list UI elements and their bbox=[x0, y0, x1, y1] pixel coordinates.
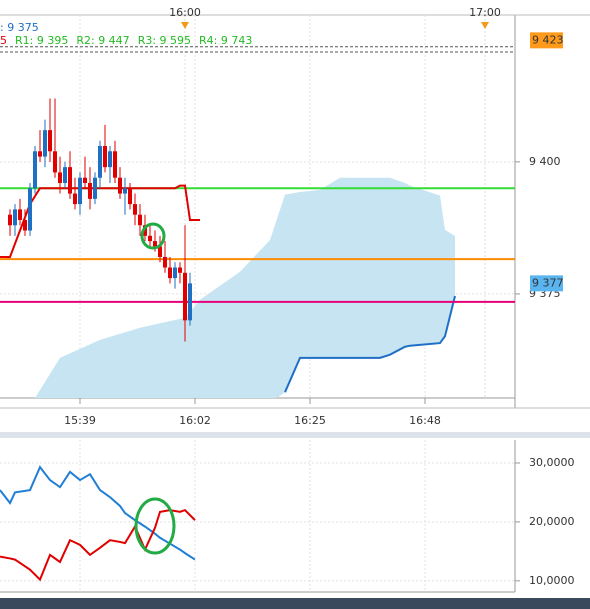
price-tag-label: 9 423 bbox=[532, 33, 564, 46]
header-text: R3: 9 595 bbox=[138, 34, 191, 47]
candle-body bbox=[73, 193, 77, 205]
candle-body bbox=[43, 130, 47, 157]
cloud-line bbox=[284, 295, 456, 393]
x-tick-label: 16:25 bbox=[294, 414, 326, 427]
candle-body bbox=[63, 167, 67, 183]
candle-body bbox=[98, 146, 102, 178]
candle-body bbox=[103, 146, 107, 168]
candle-body bbox=[58, 172, 62, 183]
x-tick-label: 16:48 bbox=[409, 414, 441, 427]
top-time-label: 17:00 bbox=[469, 6, 501, 19]
candle-body bbox=[28, 188, 32, 231]
candle-body bbox=[13, 209, 17, 226]
candle-body bbox=[93, 177, 97, 199]
header-text: : 9 375 bbox=[0, 21, 39, 34]
y-tick-label: 30,0000 bbox=[529, 456, 575, 469]
candle-body bbox=[188, 283, 192, 321]
indicator-line bbox=[0, 184, 200, 258]
price-tag-label: 9 377 bbox=[532, 276, 564, 289]
annotation-circle bbox=[134, 497, 176, 555]
candle-body bbox=[128, 188, 132, 205]
indicator-line bbox=[0, 465, 196, 561]
panel-separator bbox=[0, 432, 590, 438]
header-text: 5 bbox=[0, 34, 7, 47]
time-marker bbox=[481, 22, 489, 29]
candle-body bbox=[148, 235, 152, 242]
y-tick-label: 10,0000 bbox=[529, 574, 575, 587]
candle-body bbox=[23, 219, 27, 231]
x-tick-label: 16:02 bbox=[179, 414, 211, 427]
taskbar bbox=[0, 598, 590, 609]
candle-body bbox=[8, 214, 12, 226]
cloud bbox=[35, 177, 455, 398]
candle-body bbox=[158, 246, 162, 257]
candle-body bbox=[68, 167, 72, 194]
candle-body bbox=[123, 188, 127, 194]
candle-body bbox=[38, 151, 42, 157]
price-tag bbox=[530, 32, 563, 49]
candle-body bbox=[113, 151, 117, 178]
candle-body bbox=[178, 267, 182, 273]
candle-body bbox=[88, 182, 92, 199]
candle-body bbox=[108, 151, 112, 168]
indicator-line bbox=[0, 508, 196, 582]
candle-body bbox=[83, 177, 87, 183]
candle-body bbox=[48, 130, 52, 152]
annotation-circle bbox=[140, 222, 166, 250]
candle-body bbox=[118, 177, 122, 194]
candle-body bbox=[153, 241, 157, 247]
header-text: R4: 9 743 bbox=[199, 34, 252, 47]
candle-body bbox=[143, 225, 147, 236]
price-plot bbox=[0, 15, 515, 398]
candle-body bbox=[18, 209, 22, 220]
header-text: R1: 9 395 bbox=[15, 34, 68, 47]
price-tag bbox=[530, 275, 563, 292]
time-marker bbox=[181, 22, 189, 29]
candle-body bbox=[138, 214, 142, 226]
y-tick-label: 9 400 bbox=[529, 155, 561, 168]
candle-body bbox=[53, 151, 57, 173]
indicator-plot bbox=[0, 440, 515, 592]
y-tick-label: 20,0000 bbox=[529, 515, 575, 528]
candle-body bbox=[33, 151, 37, 189]
header-text: R2: 9 447 bbox=[76, 34, 129, 47]
top-time-label: 16:00 bbox=[169, 6, 201, 19]
x-tick-label: 15:39 bbox=[64, 414, 96, 427]
candle-body bbox=[133, 204, 137, 215]
candle-body bbox=[168, 267, 172, 279]
candle-body bbox=[163, 256, 167, 268]
candle-body bbox=[183, 272, 187, 321]
candle-body bbox=[173, 267, 177, 279]
candle-body bbox=[78, 177, 82, 205]
